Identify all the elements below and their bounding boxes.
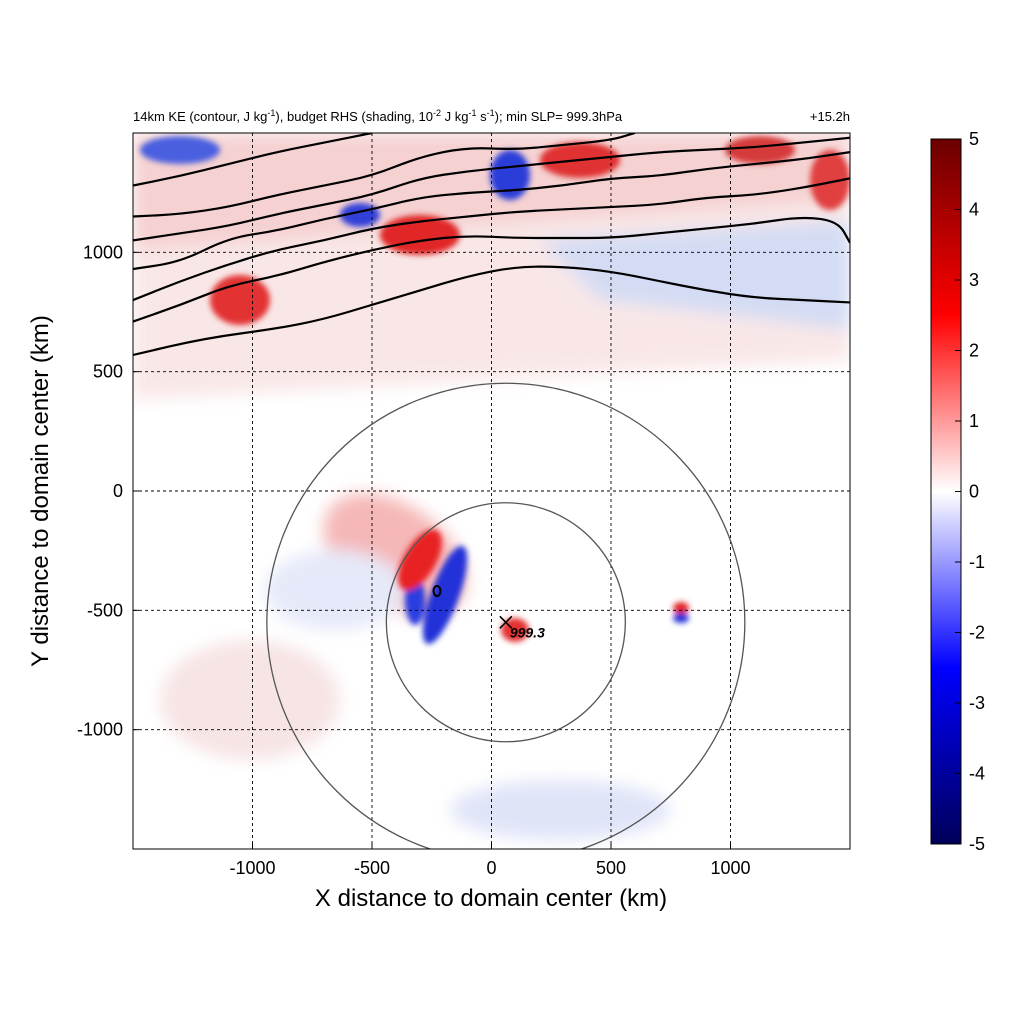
colorbar-tick-label: -1 xyxy=(969,552,985,572)
y-tick-label: -1000 xyxy=(77,720,123,740)
x-tick-label: 1000 xyxy=(710,858,750,878)
colorbar-tick-label: 1 xyxy=(969,411,979,431)
x-tick-label: -1000 xyxy=(229,858,275,878)
colorbar-tick-label: 4 xyxy=(969,200,979,220)
shade-north-red-4 xyxy=(725,136,795,164)
y-tick-label: 1000 xyxy=(83,242,123,262)
y-axis-ticks: -1000 -500 0 500 1000 xyxy=(77,242,139,740)
ke-contours xyxy=(133,133,850,357)
y-tick-label: -500 xyxy=(87,600,123,620)
shade-north-blue-2 xyxy=(140,136,220,164)
colorbar-ticks: 5 4 3 2 1 0 -1 -2 -3 -4 -5 xyxy=(955,129,985,854)
range-ring xyxy=(385,502,626,743)
shade-west-blue xyxy=(265,550,405,630)
chart-title: 14km KE (contour, J kg-1), budget RHS (s… xyxy=(133,108,623,124)
colorbar: 5 4 3 2 1 0 -1 -2 -3 -4 -5 xyxy=(930,129,985,854)
shade-core-blue xyxy=(422,545,468,645)
ke-contour-line xyxy=(133,151,850,271)
shade-north-red-5 xyxy=(810,150,850,210)
y-tick-label: 0 xyxy=(113,481,123,501)
ke-contour-line xyxy=(133,136,850,242)
colorbar-tick-label: 5 xyxy=(969,129,979,149)
colorbar-tick-label: 2 xyxy=(969,341,979,361)
shade-band-east-blue xyxy=(540,220,850,330)
x-axis-ticks: -1000 -500 0 500 1000 xyxy=(229,843,751,878)
colorbar-tick-label: -5 xyxy=(969,834,985,854)
shade-sw-red xyxy=(160,640,340,760)
small-ke-contour xyxy=(432,585,442,597)
colorbar-tick-label: -2 xyxy=(969,623,985,643)
ke-contour-line xyxy=(133,216,850,323)
shade-spot-blue xyxy=(673,613,689,623)
colorbar-tick-label: 0 xyxy=(969,482,979,502)
x-gridlines xyxy=(252,133,731,849)
ke-contour-line xyxy=(133,265,850,357)
shade-north-red-2 xyxy=(210,275,270,325)
shade-core-red xyxy=(398,529,442,591)
colorbar-tick-label: 3 xyxy=(969,270,979,290)
shade-south-blue xyxy=(450,780,670,840)
shade-north-blue-1 xyxy=(490,150,530,200)
ke-contour-line xyxy=(133,177,850,302)
range-ring xyxy=(266,382,746,849)
storm-center: 999.3 xyxy=(499,615,545,640)
storm-center-marker xyxy=(499,615,513,629)
forecast-hour-label: +15.2h xyxy=(810,109,850,124)
ke-contour-line xyxy=(133,133,636,218)
x-tick-label: -500 xyxy=(354,858,390,878)
min-slp-label: 999.3 xyxy=(510,624,545,640)
shade-spot-red xyxy=(673,602,689,614)
x-tick-label: 0 xyxy=(486,858,496,878)
colorbar-tick-label: -3 xyxy=(969,693,985,713)
x-axis-label: X distance to domain center (km) xyxy=(315,885,667,912)
plot-area: 999.3 xyxy=(132,132,851,850)
ke-contour-line xyxy=(133,133,373,187)
x-tick-label: 500 xyxy=(596,858,626,878)
colorbar-tick-label: -4 xyxy=(969,764,985,784)
y-axis-label: Y distance to domain center (km) xyxy=(27,315,54,667)
range-rings xyxy=(266,382,746,849)
y-tick-label: 500 xyxy=(93,362,123,382)
